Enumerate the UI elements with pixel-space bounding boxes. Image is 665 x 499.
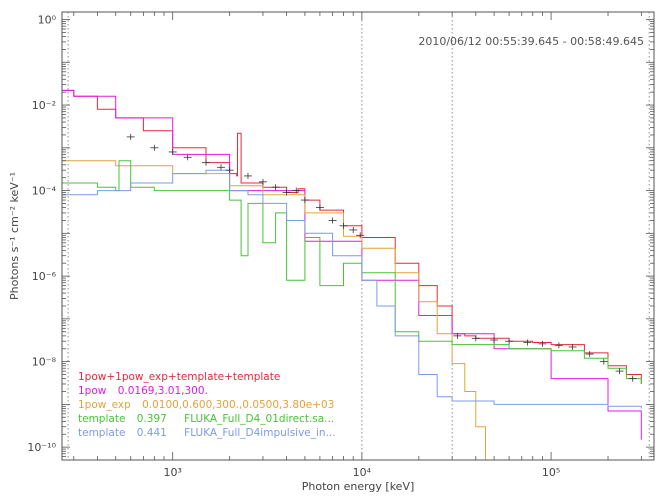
series-line-4 (62, 169, 642, 409)
legend-name-pow: 1pow (78, 385, 107, 397)
tick-layer: 10³ 10⁴ 10⁵ 10⁰ 10⁻² 10⁻⁴ 10⁻⁶ 10⁻⁸ 10⁻¹⁰ (27, 12, 654, 479)
series-line-2 (62, 160, 486, 460)
legend: 1pow+1pow_exp+template+template 1pow 0.0… (78, 371, 336, 439)
timestamp-label: 2010/06/12 00:55:39.645 - 00:58:49.645 (418, 35, 644, 48)
series-line-3 (62, 160, 642, 384)
legend-params-template-impulsive: 0.441 (137, 427, 167, 439)
plot-frame (61, 11, 655, 461)
data-point (554, 342, 563, 349)
x-tick-label: 10⁴ (353, 466, 372, 479)
data-point (471, 335, 480, 342)
legend-entry-template-direct: template 0.397 FLUKA_Full_D4_01direct.sa… (78, 413, 334, 425)
legend-name-template-impulsive: template (78, 427, 125, 439)
data-point (356, 232, 365, 239)
data-point (453, 332, 462, 339)
data-point (315, 204, 324, 211)
data-point (225, 167, 234, 174)
data-point (292, 187, 301, 194)
legend-name-total: 1pow+1pow_exp+template+template (78, 371, 280, 383)
data-point (538, 340, 547, 347)
data-point (271, 184, 280, 191)
legend-params-pow-exp: 0.0100,0.600,300.,0.0500,3.80e+03 (142, 399, 334, 411)
data-point (183, 154, 192, 161)
legend-name-template-direct: template (78, 413, 125, 425)
data-point (126, 133, 135, 140)
legend-entry-pow-exp: 1pow_exp 0.0100,0.600,300.,0.0500,3.80e+… (78, 399, 334, 411)
legend-name-pow-exp: 1pow_exp (78, 399, 131, 411)
data-point (243, 172, 252, 179)
data-point (168, 148, 177, 155)
data-point (258, 178, 267, 185)
y-tick-label: 10⁻⁶ (32, 270, 57, 283)
data-point (339, 222, 348, 229)
data-point (300, 197, 309, 204)
legend-entry-template-impulsive: template 0.441 FLUKA_Full_D4impulsive_in… (78, 427, 336, 439)
data-point (628, 375, 637, 382)
data-point (328, 217, 337, 224)
data-point (216, 164, 225, 171)
data-point (599, 358, 608, 365)
y-tick-label: 10⁻¹⁰ (27, 441, 56, 454)
data-point (490, 337, 499, 344)
y-tick-label: 10⁻⁴ (32, 185, 57, 198)
y-tick-label: 10⁰ (38, 14, 57, 27)
data-point (150, 144, 159, 151)
x-axis-label: Photon energy [keV] (302, 480, 415, 493)
data-point (349, 226, 358, 233)
x-tick-label: 10⁵ (542, 466, 560, 479)
legend-entry-pow: 1pow 0.0169,3.01,300. (78, 385, 208, 397)
legend-params-template-direct: 0.397 (137, 413, 167, 425)
data-point (523, 339, 532, 346)
legend-file-template-direct: FLUKA_Full_D4_01direct.sa... (184, 413, 334, 425)
data-point (282, 189, 291, 196)
legend-params-pow: 0.0169,3.01,300. (118, 385, 208, 397)
series-layer (62, 89, 642, 460)
y-tick-label: 10⁻⁸ (32, 356, 57, 369)
data-point (568, 343, 577, 350)
y-tick-label: 10⁻² (32, 99, 56, 112)
legend-entry-total: 1pow+1pow_exp+template+template (78, 371, 280, 383)
data-point (201, 159, 210, 166)
data-point (585, 351, 594, 358)
data-point (615, 368, 624, 375)
data-point (505, 338, 514, 345)
legend-file-template-impulsive: FLUKA_Full_D4impulsive_in... (184, 427, 335, 439)
x-tick-label: 10³ (163, 466, 181, 479)
y-axis-label: Photons s⁻¹ cm⁻² keV⁻¹ (8, 172, 21, 300)
